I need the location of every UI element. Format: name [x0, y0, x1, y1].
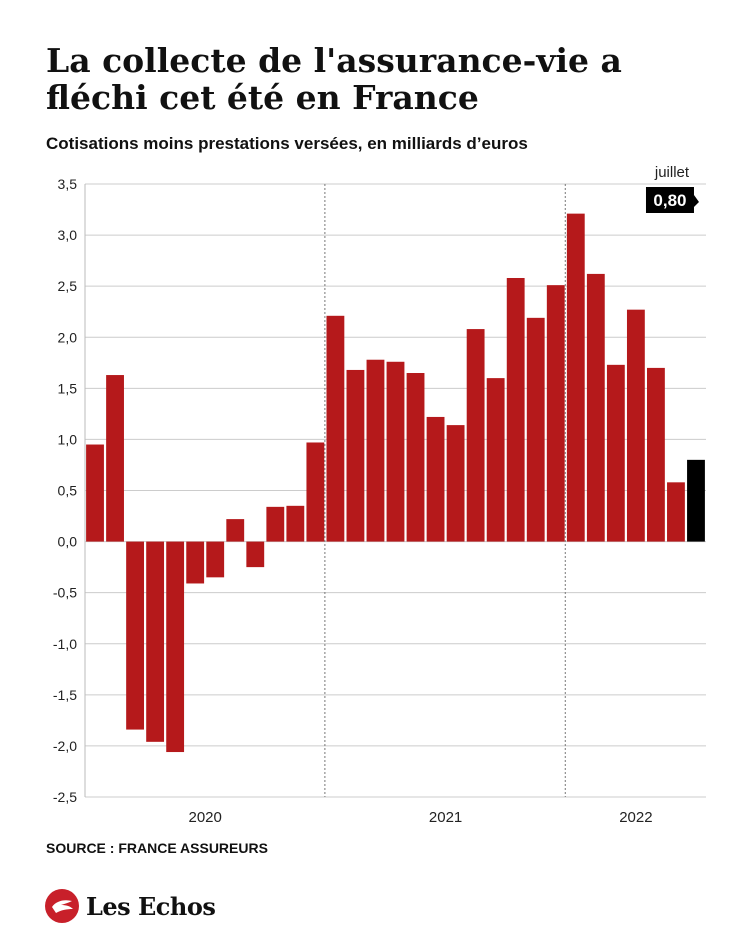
bar [166, 541, 185, 753]
bar [406, 373, 425, 542]
bar [246, 541, 265, 568]
y-tick-label: 1,0 [58, 431, 78, 447]
bar [266, 506, 285, 542]
bar [647, 367, 665, 542]
y-tick-label: 1,5 [58, 380, 78, 396]
bar [626, 309, 645, 542]
bar [667, 482, 685, 542]
chart-title: La collecte de l'assurance-vie a fléchi … [46, 41, 622, 117]
y-tick-label: -1,0 [53, 636, 77, 652]
bar [286, 505, 305, 542]
highlight-bar [687, 459, 705, 542]
bar [526, 317, 545, 542]
bar [606, 364, 625, 542]
x-year-label: 2022 [619, 809, 652, 826]
y-tick-label: 0,0 [58, 534, 78, 550]
bar [586, 273, 605, 542]
bar [306, 442, 325, 542]
y-tick-label: -2,0 [53, 738, 77, 754]
y-tick-label: 2,5 [58, 278, 78, 294]
bar-chart: 3,5 3,0 2,5 2,0 1,5 1,0 0,5 0,0 -0,5 -1,0 -1,5 -2,0… [53, 164, 706, 826]
y-tick-label: 3,5 [58, 176, 78, 192]
y-tick-label: 0,5 [58, 483, 78, 499]
annotation-value-label: 0,80 [653, 191, 686, 210]
y-tick-label: 2,0 [58, 329, 78, 345]
les-echos-logo-icon [45, 889, 79, 923]
y-tick-label: -0,5 [53, 585, 77, 601]
bar [446, 425, 465, 542]
bar [86, 444, 104, 542]
bar [106, 375, 124, 542]
bar [506, 277, 525, 542]
bar [326, 315, 345, 542]
bar [186, 541, 205, 584]
bar [386, 361, 405, 542]
y-tick-label: 3,0 [58, 227, 78, 243]
y-tick-label: -2,5 [53, 789, 77, 805]
bar [546, 285, 565, 542]
source-note: SOURCE : FRANCE ASSUREURS [46, 840, 268, 856]
bar [466, 329, 485, 542]
bar [206, 541, 225, 578]
bar [226, 519, 245, 542]
bar [486, 378, 505, 542]
x-year-label: 2020 [189, 809, 222, 826]
brand-name: Les Echos [86, 891, 216, 921]
annotation-value-box [645, 187, 694, 213]
bar [426, 416, 445, 542]
y-tick-label: -1,5 [53, 687, 77, 703]
annotation-month-label: juillet [654, 164, 690, 181]
chart-subtitle: Cotisations moins prestations versées, e… [46, 134, 528, 153]
x-year-label: 2021 [429, 809, 462, 826]
bar [126, 541, 144, 730]
les-echos-logo: Les Echos [44, 888, 216, 924]
bar [366, 359, 385, 542]
bar [346, 369, 365, 542]
bar [146, 541, 165, 742]
annotation-pointer [693, 195, 699, 207]
bar [566, 213, 585, 542]
